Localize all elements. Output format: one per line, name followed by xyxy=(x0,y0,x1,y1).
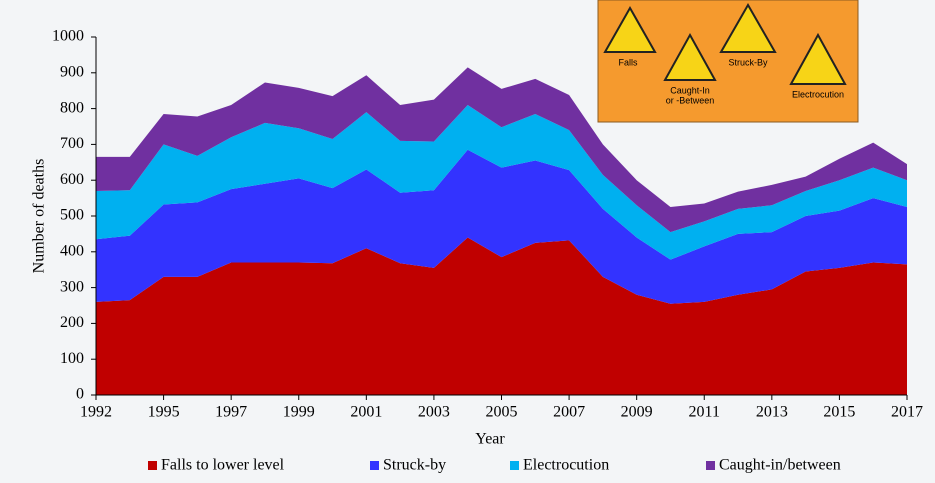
warning-icon xyxy=(719,2,777,53)
area xyxy=(96,237,907,395)
y-tick-label: 900 xyxy=(60,63,84,80)
inset-label: Falls xyxy=(618,57,638,67)
inset-label: Caught-In xyxy=(670,85,710,95)
x-tick-label: 2001 xyxy=(350,404,382,421)
x-tick-label: 2007 xyxy=(553,404,585,421)
legend-label: Caught-in/between xyxy=(719,457,841,474)
x-tick-label: 1992 xyxy=(80,404,112,421)
legend-swatch xyxy=(510,461,519,470)
warning-icon xyxy=(603,5,657,53)
y-tick-label: 200 xyxy=(60,314,84,331)
legend-swatch xyxy=(148,461,157,470)
inset-image: Falls Caught-In or -Between Struck-By El… xyxy=(597,0,859,123)
x-tick-label: 1995 xyxy=(148,404,180,421)
warning-icon xyxy=(789,32,847,85)
x-tick-label: 2005 xyxy=(486,404,518,421)
x-tick-label: 2015 xyxy=(823,404,855,421)
x-tick-label: 1999 xyxy=(283,404,315,421)
warning-icon xyxy=(663,32,717,81)
y-tick-label: 500 xyxy=(60,207,84,224)
inset-label: Struck-By xyxy=(728,57,768,67)
y-tick-label: 1000 xyxy=(52,28,84,45)
y-tick-label: 400 xyxy=(60,242,84,259)
y-tick-label: 600 xyxy=(60,171,84,188)
x-tick-label: 2013 xyxy=(756,404,788,421)
y-tick-label: 100 xyxy=(60,350,84,367)
area xyxy=(96,149,907,304)
legend-swatch xyxy=(370,461,379,470)
y-tick-label: 0 xyxy=(76,386,84,403)
x-tick-label: 2011 xyxy=(689,404,720,421)
legend-label: Struck-by xyxy=(383,457,446,474)
y-tick-label: 300 xyxy=(60,278,84,295)
area xyxy=(96,67,907,233)
x-tick-label: 1997 xyxy=(215,404,247,421)
x-axis-label: Year xyxy=(475,431,505,448)
y-axis-label: Number of deaths xyxy=(31,159,48,274)
inset-label: or -Between xyxy=(666,95,715,105)
legend-label: Electrocution xyxy=(523,457,609,474)
y-tick-label: 800 xyxy=(60,99,84,116)
inset-label: Electrocution xyxy=(792,89,844,99)
x-tick-label: 2017 xyxy=(891,404,923,421)
area xyxy=(96,105,907,260)
legend-label: Falls to lower level xyxy=(161,457,285,474)
x-tick-label: 2009 xyxy=(621,404,653,421)
y-tick-label: 700 xyxy=(60,135,84,152)
x-tick-label: 2003 xyxy=(418,404,450,421)
legend-swatch xyxy=(706,461,715,470)
